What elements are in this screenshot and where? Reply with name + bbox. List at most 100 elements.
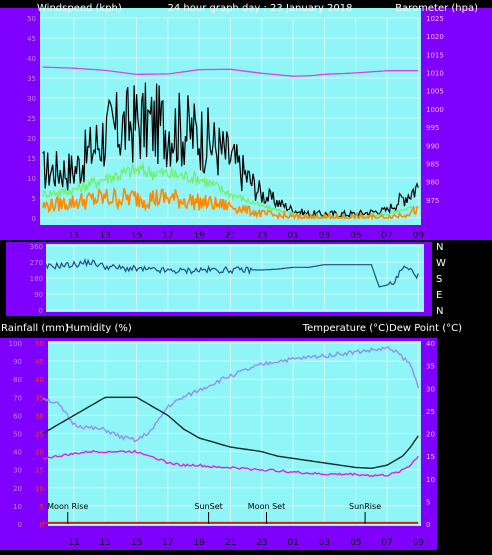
tick-label-time: 17 [162,231,173,241]
tick-label-time: 13 [100,538,111,548]
tick-label-barometer: 1015 [426,51,444,59]
tick-label-time: 17 [162,538,173,548]
tick-label-time: 21 [225,231,236,241]
tick-label-wind: 15 [27,155,36,163]
wind-panel-grid [40,17,421,219]
tick-label-humidity: 80 [13,376,22,384]
tick-label-wind: 20 [27,135,36,143]
tick-label-direction: 90 [34,291,43,299]
tick-label-time: 21 [225,538,236,548]
tick-label-rain: 20 [35,449,44,457]
tick-label-time: 05 [350,231,361,241]
tick-label-temperature: 20 [426,431,435,439]
top-left-strip [0,8,40,240]
tick-label-temperature: 35 [426,363,435,371]
temperature-axis-right: 0 5 10 15 20 25 30 35 40 [426,340,435,529]
tick-label-temperature: 40 [426,340,435,348]
wind-time-axis: 11 13 15 17 19 21 23 01 03 05 07 09 [68,231,424,241]
tick-label-direction: 270 [30,259,43,267]
header-barometer-title: Barometer (hpa) [395,3,478,14]
series-line-barometer [42,66,419,77]
lower-panel-series [42,346,419,524]
tick-label-barometer: 1020 [426,33,444,41]
marker-label: Moon Set [248,502,285,511]
top-bottom-strip [40,225,421,240]
series-line-gust_avg [42,162,419,220]
tick-label-time: 09 [413,231,425,241]
tick-label-time: 07 [381,538,392,548]
tick-label-rain: 50 [35,340,44,348]
compass-label: S [436,274,442,285]
tick-label-barometer: 995 [426,124,439,132]
tick-label-time: 13 [100,231,111,241]
tick-label-barometer: 985 [426,160,439,168]
header-humidity-title: Humidity (%) [66,323,132,334]
tick-label-time: 11 [68,538,79,548]
compass-label: N [436,242,443,253]
tick-label-humidity: 20 [13,485,22,493]
tick-label-rain: 10 [35,485,44,493]
rain-axis: 0 5 10 15 20 25 30 35 40 45 50 [35,340,44,529]
tick-label-humidity: 50 [13,431,22,439]
header-windspeed-title: Windspeed (kph) [37,3,122,14]
marker-label: Moon Rise [47,502,88,511]
series-line-wind_avg [41,186,419,221]
tick-label-time: 23 [256,231,267,241]
series-line-temperature [42,396,419,470]
direction-axis-left: 0 90 180 270 360 [30,243,43,315]
tick-label-time: 23 [256,538,267,548]
tick-label-barometer: 1025 [426,15,444,23]
tick-label-wind: 0 [32,215,36,223]
series-line-direction [42,258,419,288]
tick-label-temperature: 0 [426,521,430,529]
compass-label: N [436,306,443,317]
tick-label-wind: 25 [27,115,36,123]
tick-label-humidity: 60 [13,412,22,420]
humidity-axis-left: 0 10 20 30 40 50 60 70 80 90 100 [9,340,22,529]
direction-panel-grid [46,245,424,311]
tick-label-time: 01 [287,538,298,548]
tick-label-wind: 40 [27,55,36,63]
tick-label-humidity: 10 [13,503,22,511]
tick-label-barometer: 980 [426,179,439,187]
tick-label-wind: 30 [27,95,36,103]
tick-label-time: 01 [287,231,298,241]
tick-label-rain: 40 [35,376,44,384]
tick-label-temperature: 10 [426,476,435,484]
tick-label-time: 15 [131,538,142,548]
compass-label: W [436,258,446,269]
tick-label-direction: 0 [39,307,43,315]
tick-label-temperature: 15 [426,453,435,461]
tick-label-humidity: 30 [13,467,22,475]
series-line-dewpoint [42,449,419,477]
tick-label-rain: 25 [35,431,44,439]
tick-label-barometer: 1005 [426,88,444,96]
tick-label-rain: 15 [35,467,44,475]
tick-label-rain: 0 [40,521,44,529]
tick-label-temperature: 5 [426,498,430,506]
top-right-strip [421,8,492,240]
tick-label-wind: 35 [27,75,36,83]
tick-label-rain: 35 [35,394,44,402]
tick-label-wind: 5 [32,195,36,203]
tick-label-wind: 10 [27,175,36,183]
wind-panel-series [41,66,419,221]
barometer-axis-right: 975 980 985 990 995 1000 1005 1010 1015 1020 1025 [426,15,444,205]
tick-label-time: 11 [68,231,79,241]
tick-label-humidity: 90 [13,358,22,366]
tick-label-humidity: 40 [13,449,22,457]
tick-label-barometer: 1010 [426,70,444,78]
marker-label: SunSet [194,502,222,511]
tick-label-direction: 180 [30,275,43,283]
header-rainfall-title: Rainfall (mm) [1,323,69,334]
wind-axis-left: 0 5 10 15 20 25 30 35 40 45 50 [27,15,36,223]
compass-label: E [436,290,442,301]
tick-label-wind: 50 [27,15,36,23]
tick-label-time: 03 [319,538,330,548]
tick-label-time: 07 [381,231,392,241]
tick-label-temperature: 25 [426,408,435,416]
tick-label-rain: 45 [35,358,44,366]
tick-label-rain: 30 [35,412,44,420]
